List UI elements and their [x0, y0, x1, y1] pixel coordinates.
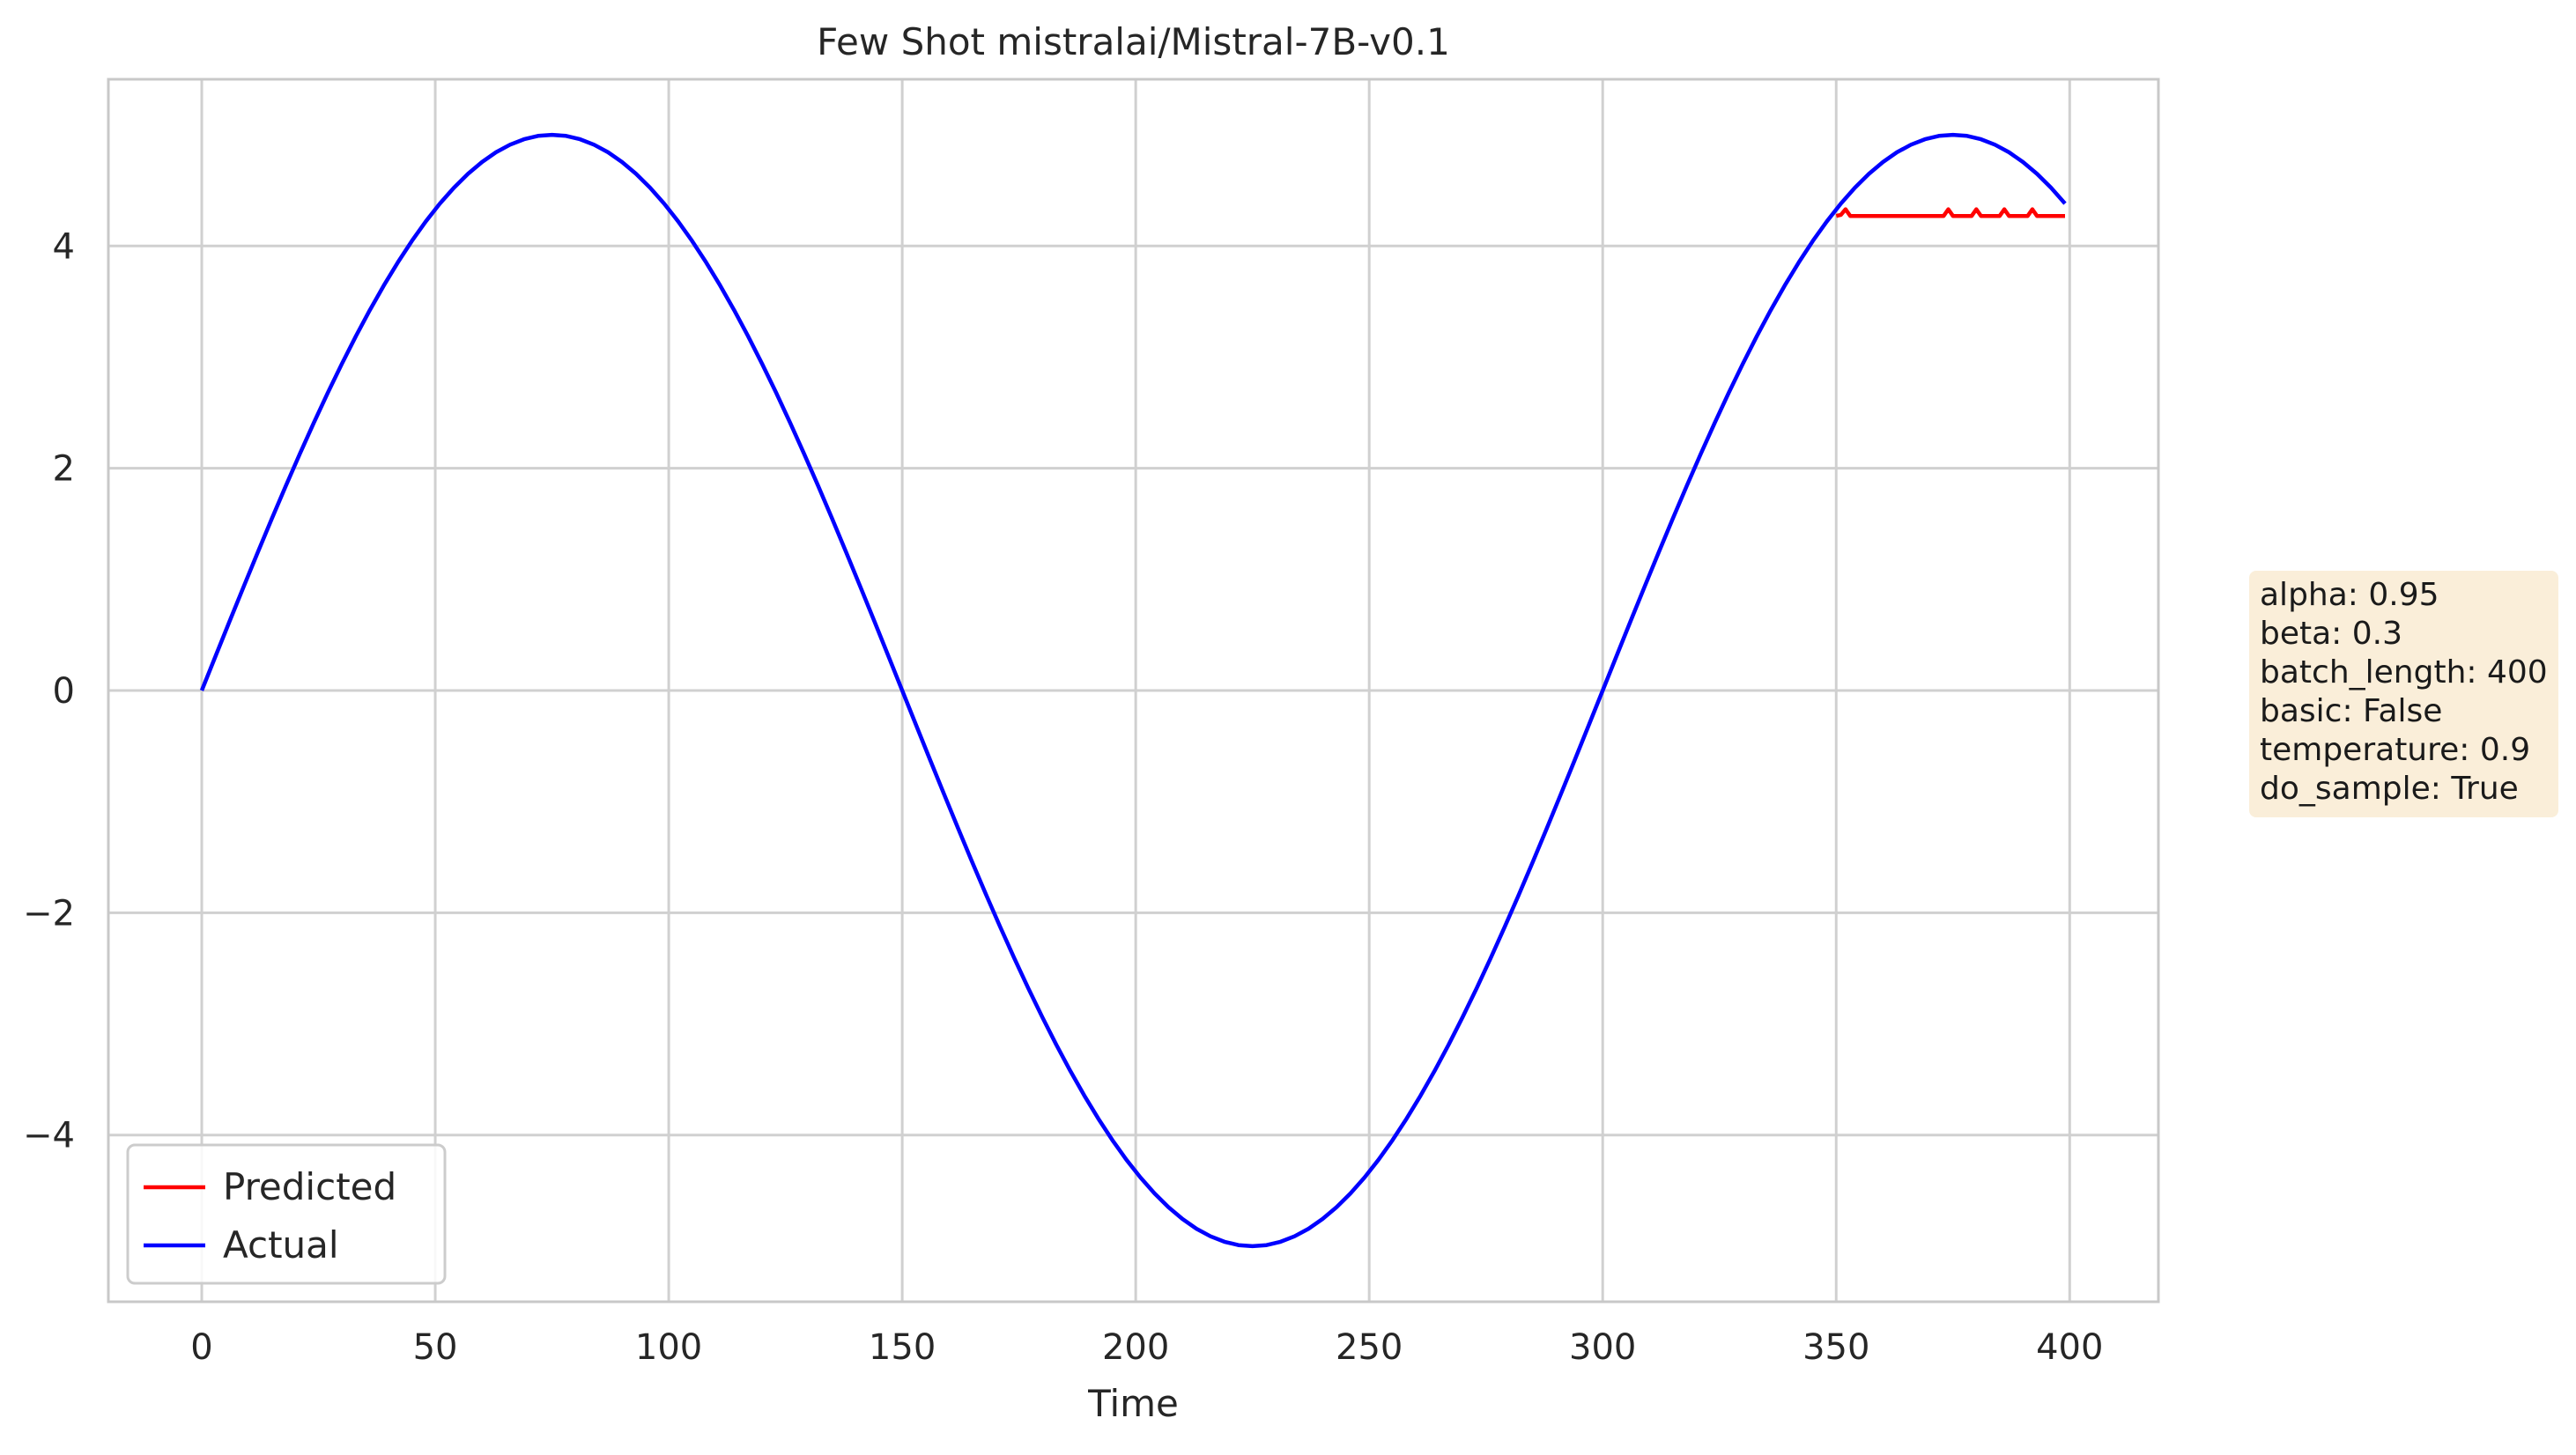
info-line-temperature: temperature: 0.9: [2260, 732, 2531, 768]
legend-label-actual: Actual: [223, 1223, 339, 1267]
y-axis-ticks: −4 −2 0 2 4: [23, 226, 75, 1156]
x-tick-label: 200: [1102, 1327, 1169, 1368]
parameter-info-box: alpha: 0.95 beta: 0.3 batch_length: 400 …: [2249, 571, 2558, 817]
info-line-basic: basic: False: [2260, 693, 2443, 729]
x-tick-label: 400: [2036, 1327, 2103, 1368]
x-tick-label: 300: [1569, 1327, 1636, 1368]
y-tick-label: 0: [53, 671, 75, 712]
legend: Predicted Actual: [126, 1143, 447, 1285]
series-line-predicted: [1835, 207, 2065, 218]
x-axis-label: Time: [1087, 1382, 1179, 1425]
x-tick-label: 150: [869, 1327, 936, 1368]
grid-lines: [108, 79, 2158, 1302]
legend-label-predicted: Predicted: [223, 1165, 396, 1208]
info-line-beta: beta: 0.3: [2260, 616, 2402, 652]
x-tick-label: 100: [635, 1327, 702, 1368]
y-tick-label: 4: [53, 226, 75, 267]
info-line-alpha: alpha: 0.95: [2260, 577, 2439, 613]
legend-box: [126, 1143, 447, 1285]
y-tick-label: −4: [23, 1116, 75, 1156]
x-tick-label: 0: [190, 1327, 212, 1368]
y-tick-label: 2: [53, 449, 75, 490]
plot-frame: [107, 78, 2160, 1304]
x-tick-label: 50: [413, 1327, 458, 1368]
y-tick-label: −2: [23, 893, 75, 934]
x-tick-label: 250: [1336, 1327, 1403, 1368]
info-line-batch-length: batch_length: 400: [2260, 654, 2548, 691]
info-line-do-sample: do_sample: True: [2260, 771, 2519, 807]
series-layer: [199, 132, 2067, 1249]
x-tick-label: 350: [1802, 1327, 1869, 1368]
series-line-actual: [199, 132, 2067, 1249]
chart-title: Few Shot mistralai/Mistral-7B-v0.1: [817, 20, 1450, 63]
x-axis-ticks: 0 50 100 150 200 250 300 350 400: [190, 1327, 2103, 1368]
